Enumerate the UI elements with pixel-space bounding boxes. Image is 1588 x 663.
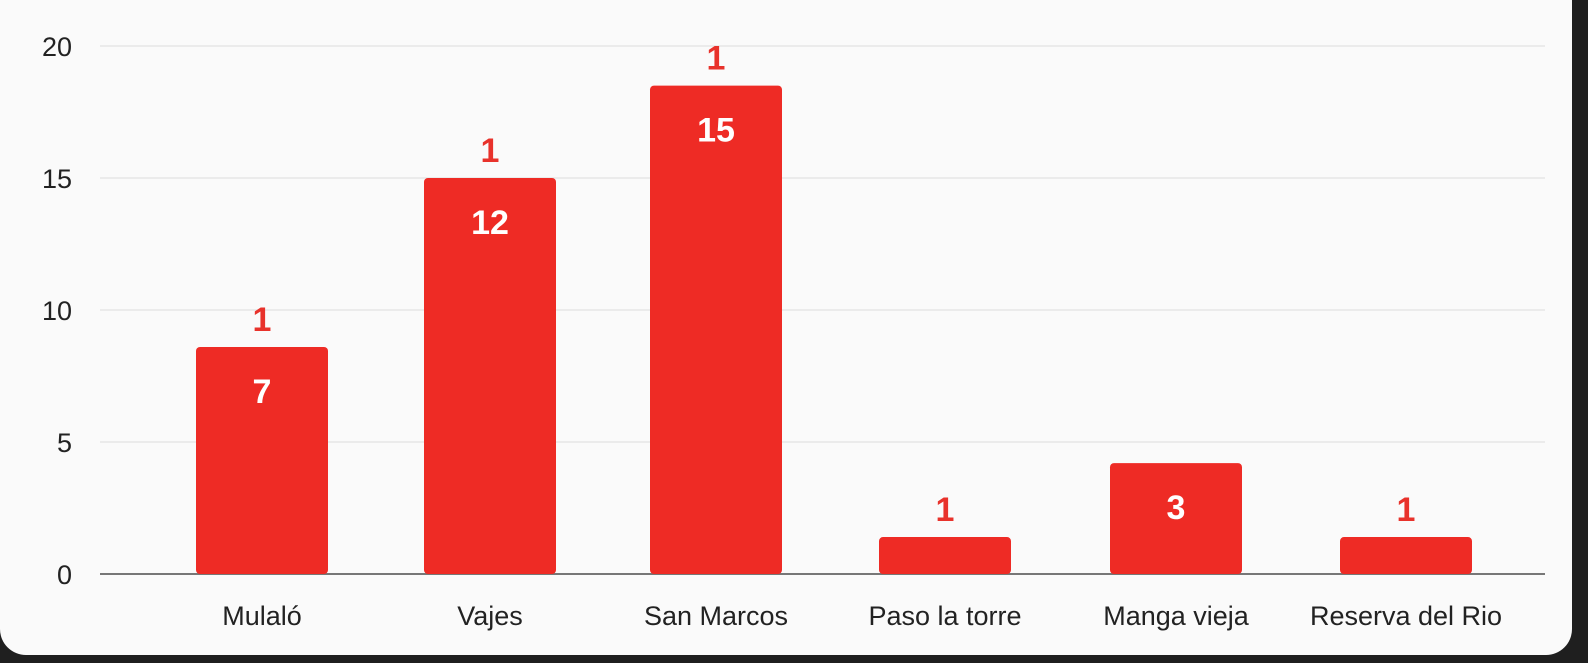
y-tick-label: 0 [57, 560, 72, 590]
x-tick-label: Vajes [457, 601, 523, 631]
y-tick-label: 20 [42, 32, 72, 62]
bar [1110, 463, 1242, 574]
x-tick-label: Reserva del Rio [1310, 601, 1502, 631]
x-tick-label: Mulaló [222, 601, 302, 631]
data-label-above: 1 [707, 40, 726, 78]
bar [650, 85, 782, 574]
data-label-above: 1 [253, 301, 272, 339]
bar [1340, 537, 1472, 574]
data-label-above: 1 [936, 491, 955, 529]
data-label-above: 1 [1397, 491, 1416, 529]
y-tick-label: 5 [57, 428, 72, 458]
chart-card: 0 5 10 15 20 7 1 Mulaló 12 1 Vajes 15 1 San Marcos 1 Pa… [0, 0, 1572, 655]
data-label-inside: 12 [471, 204, 509, 242]
bar [879, 537, 1011, 574]
data-label-inside: 7 [253, 373, 272, 411]
y-tick-label: 10 [42, 296, 72, 326]
x-tick-label: Paso la torre [868, 601, 1021, 631]
x-tick-label: San Marcos [644, 601, 788, 631]
x-tick-label: Manga vieja [1103, 601, 1250, 631]
data-label-inside: 3 [1167, 489, 1186, 527]
data-label-inside: 15 [697, 112, 735, 150]
bar [196, 346, 328, 574]
bar-chart: 0 5 10 15 20 7 1 Mulaló 12 1 Vajes 15 1 San Marcos 1 Pa… [42, 32, 1545, 631]
y-tick-label: 15 [42, 164, 72, 194]
bar [424, 178, 556, 574]
data-label-above: 1 [481, 132, 500, 170]
